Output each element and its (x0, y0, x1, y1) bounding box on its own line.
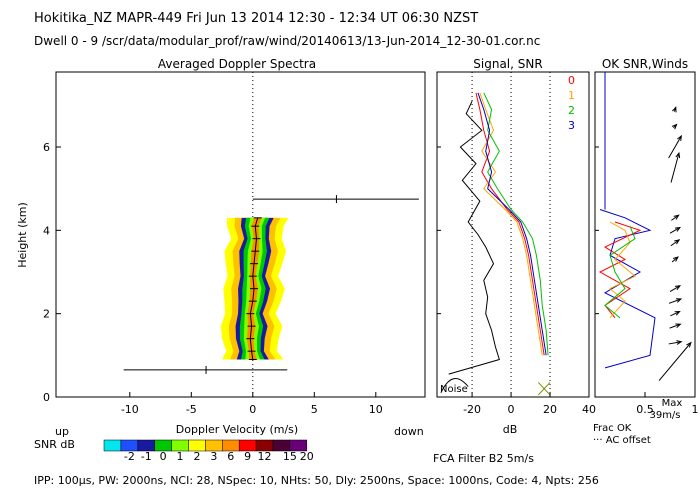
wind-arrow (668, 298, 682, 304)
wind-arrow-head (675, 151, 681, 159)
frac-ok-line (599, 209, 656, 369)
legend-tick-label: 15 (283, 450, 297, 463)
spectra-panel: Averaged Doppler Spectra Doppler Velocit… (16, 57, 426, 436)
winds-legend-3: 3 (568, 119, 575, 132)
wind-arrow (669, 323, 681, 329)
wind-arrow (670, 152, 680, 183)
height-tick-label: 6 (43, 141, 50, 154)
legend-tick-label: 3 (210, 450, 217, 463)
spectra-x-tick-label: 0 (249, 403, 256, 416)
winds-x-tick-label: 1 (692, 403, 699, 416)
snr-frame (436, 71, 590, 398)
wind-arrow-head (686, 341, 692, 348)
snr-series-1 (479, 92, 543, 356)
snr-xlabel: dB (503, 423, 518, 436)
snr-x-tick-label: 0 (508, 403, 515, 416)
fca-filter-label: FCA Filter B2 5m/s (433, 452, 534, 465)
snr-x-tick-label: -20 (463, 403, 481, 416)
legend-tick-label: -2 (124, 450, 135, 463)
wind-arrow-head (671, 106, 677, 113)
legend-tick-label: 6 (227, 450, 234, 463)
wind-arrow (669, 227, 681, 234)
winds-legend-0: 0 (568, 74, 575, 87)
winds-title: OK SNR,Winds (602, 57, 688, 71)
legend-swatch (289, 439, 308, 452)
cross-marker (537, 382, 551, 396)
snr-x-tick-label: 20 (543, 403, 557, 416)
legend-swatch (103, 439, 122, 452)
spectra-frame (55, 71, 426, 398)
snr-panel: Signal, SNR dB Noise -20 0 20 40 (436, 57, 596, 436)
wind-arrow (671, 214, 679, 221)
wind-arrow-head (674, 285, 682, 291)
winds-legend-2: 2 (568, 104, 575, 117)
frac-ok-label: Frac OK (593, 423, 632, 434)
winds-legend-1: 1 (568, 89, 575, 102)
noise-curve (440, 378, 469, 394)
winds-panel: OK SNR,Winds Max 39m/s Frac OK ··· AC of… (568, 57, 699, 446)
frac-ok-series-1 (609, 221, 636, 319)
down-label: down (394, 425, 424, 438)
legend-tick-label: 12 (258, 450, 272, 463)
spectra-xlabel: Doppler Velocity (m/s) (176, 423, 298, 436)
parameters-footer: IPP: 100μs, PW: 2000ns, NCI: 28, NSpec: … (34, 474, 599, 487)
snr-series-3 (477, 92, 547, 356)
legend-tick-label: 9 (244, 450, 251, 463)
height-tick-label: 2 (43, 308, 50, 321)
wind-arrow-head (674, 239, 681, 245)
snr-x-tick-label: 40 (582, 403, 596, 416)
spectra-ylabel: Height (km) (16, 202, 29, 268)
legend-tick-label: 20 (300, 450, 314, 463)
wind-arrow-head (673, 214, 680, 220)
spectra-x-tick-label: 10 (369, 403, 383, 416)
snr-series-0 (475, 92, 545, 356)
wind-arrow-head (675, 323, 682, 328)
max-value: 39m/s (649, 410, 680, 421)
snr-color-legend: up down SNR dB FCA Filter B2 5m/s -2 -1 0 1… (34, 425, 534, 465)
winds-x-tick-label: 0.5 (636, 403, 654, 416)
snr-title: Signal, SNR (473, 57, 542, 71)
height-tick-label: 4 (43, 224, 50, 237)
legend-tick-label: -1 (141, 450, 152, 463)
spectra-title: Averaged Doppler Spectra (158, 57, 316, 71)
legend-tick-label: 1 (177, 450, 184, 463)
height-tick-label: 0 (43, 391, 50, 404)
wind-arrow (670, 311, 680, 317)
wind-arrow-head (676, 340, 683, 345)
legend-tick-label: 0 (160, 450, 167, 463)
figure-title: Hokitika_NZ MAPR-449 Fri Jun 13 2014 12:… (34, 11, 478, 26)
snr-series-2 (483, 92, 549, 356)
spectra-x-tick-label: -10 (121, 403, 139, 416)
ac-offset-label: ··· AC offset (593, 435, 651, 446)
wind-arrow (670, 239, 680, 247)
up-label: up (55, 425, 69, 438)
wind-arrow (668, 341, 682, 345)
wind-arrow-head (674, 310, 681, 316)
spectra-peak-line (249, 217, 259, 360)
spectra-x-tick-label: 5 (311, 403, 318, 416)
spectra-x-tick-label: -5 (186, 403, 197, 416)
snr-db-label: SNR dB (34, 438, 75, 451)
wind-arrow-head (677, 134, 682, 142)
wind-arrow (669, 285, 681, 292)
wind-arrow-head (671, 123, 678, 130)
dwell-path: Dwell 0 - 9 /scr/data/modular_prof/raw/w… (34, 34, 540, 48)
wind-arrow-head (672, 256, 679, 262)
frac-ok-series-0 (598, 221, 642, 319)
legend-tick-label: 2 (193, 450, 200, 463)
wind-arrow-head (674, 226, 682, 232)
signal-line (448, 100, 500, 375)
max-label: Max (662, 398, 683, 409)
wind-arrow (668, 135, 682, 159)
wind-arrow-head (675, 298, 683, 303)
noise-label: Noise (440, 384, 468, 395)
winds-frame (594, 71, 696, 398)
wind-arrow (658, 342, 692, 381)
frac-ok-series-2 (604, 225, 636, 319)
